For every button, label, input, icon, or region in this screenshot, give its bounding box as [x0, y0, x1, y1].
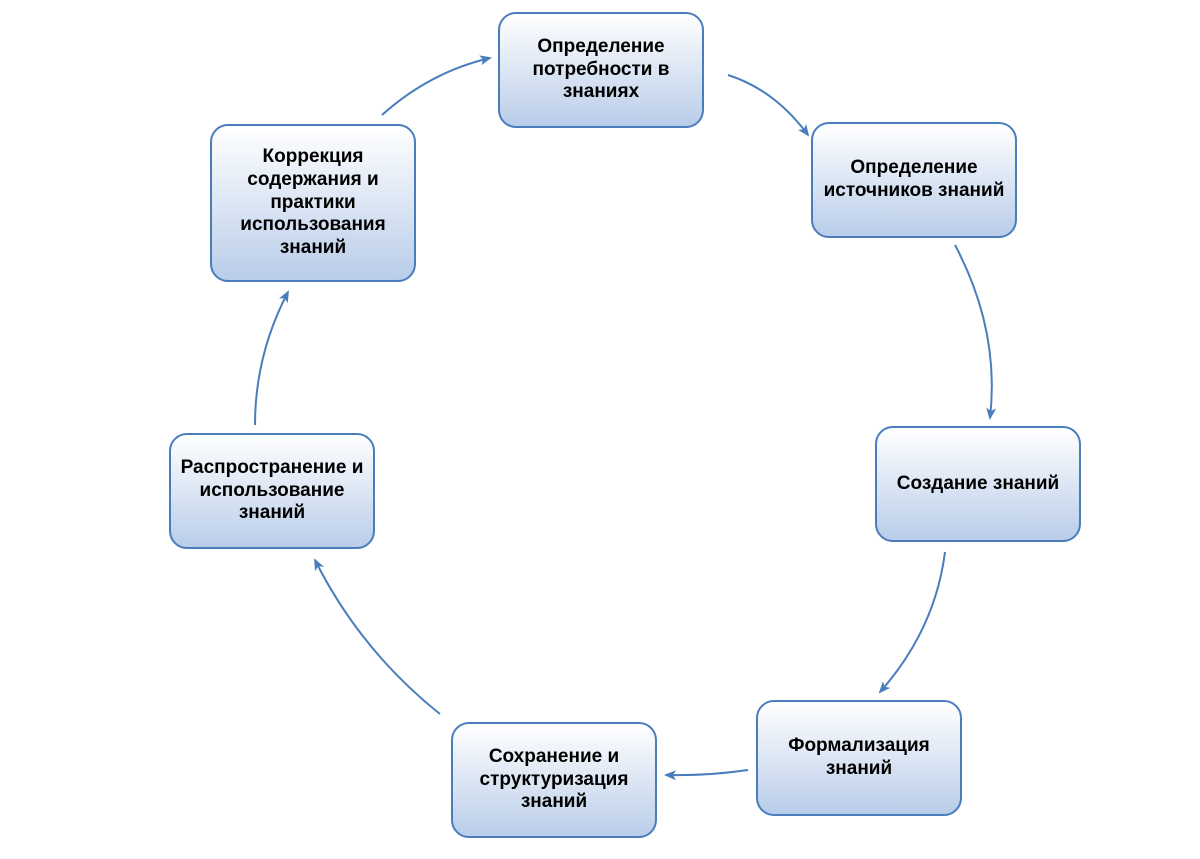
- cycle-arrow-n5-n6: [315, 560, 440, 714]
- cycle-arrow-n1-n2: [728, 75, 808, 135]
- cycle-node-n1: Определение потребности в знаниях: [498, 12, 704, 128]
- cycle-node-label: Определение потребности в знаниях: [500, 36, 702, 104]
- cycle-arrow-n6-n7: [255, 292, 288, 425]
- cycle-node-n6: Распространение и использование знаний: [169, 433, 375, 549]
- cycle-node-n7: Коррекция содержания и практики использо…: [210, 124, 416, 282]
- cycle-arrow-n3-n4: [880, 552, 945, 692]
- cycle-node-label: Сохранение и структуризация знаний: [453, 746, 655, 814]
- cycle-arrow-n2-n3: [955, 245, 992, 418]
- cycle-node-n2: Определение источников знаний: [811, 122, 1017, 238]
- cycle-node-label: Коррекция содержания и практики использо…: [212, 146, 414, 260]
- cycle-node-label: Определение источников знаний: [813, 157, 1015, 203]
- cycle-arrow-n4-n5: [666, 770, 748, 775]
- cycle-node-n4: Формализация знаний: [756, 700, 962, 816]
- cycle-node-n5: Сохранение и структуризация знаний: [451, 722, 657, 838]
- cycle-node-n3: Создание знаний: [875, 426, 1081, 542]
- cycle-arrow-n7-n1: [382, 58, 490, 115]
- cycle-node-label: Формализация знаний: [758, 735, 960, 781]
- cycle-node-label: Создание знаний: [877, 473, 1079, 496]
- cycle-node-label: Распространение и использование знаний: [171, 457, 373, 525]
